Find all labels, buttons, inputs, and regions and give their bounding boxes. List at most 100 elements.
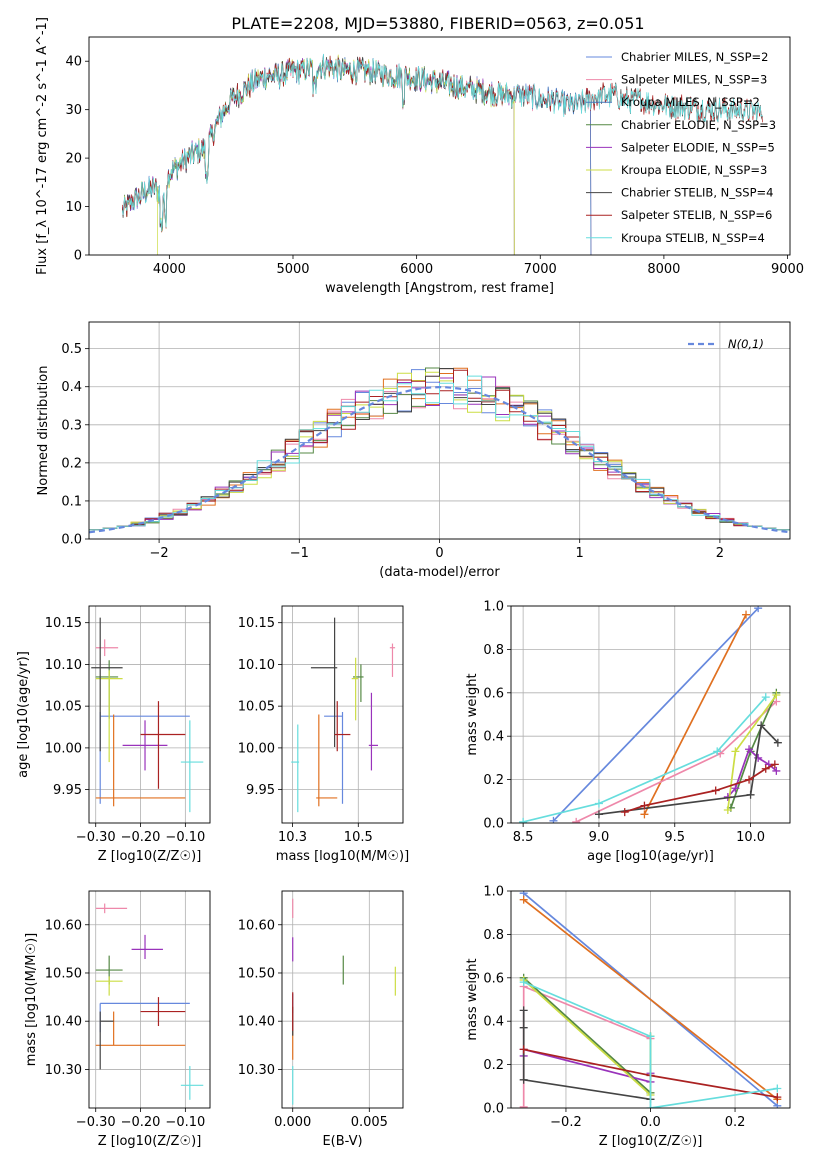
legend-entry: Kroupa ELODIE, N_SSP=3 — [621, 163, 767, 177]
weight-marker — [594, 799, 603, 808]
weight-series-line — [552, 607, 759, 822]
y-tick-label: 0.2 — [61, 456, 82, 471]
errorbar-point — [316, 714, 338, 807]
legend-entry: N(0,1) — [728, 337, 764, 351]
axes-frame — [88, 890, 211, 1109]
y-tick-label: 0.4 — [483, 1015, 504, 1030]
errorbar-point — [351, 657, 359, 721]
y-tick-label: 10.10 — [238, 658, 275, 673]
errorbar-point — [95, 714, 186, 807]
y-tick-label: 10.50 — [45, 966, 82, 981]
plot-area — [291, 617, 396, 813]
y-tick-label: 10.00 — [238, 741, 275, 756]
x-tick-label: 5000 — [276, 262, 309, 277]
errorbar-point — [95, 639, 119, 657]
plot-area — [122, 53, 763, 255]
y-tick-label: 10.60 — [45, 918, 82, 933]
legend-entry: Chabrier MILES, N_SSP=2 — [621, 50, 768, 64]
plot-area — [89, 367, 790, 539]
errorbar-point — [99, 1011, 114, 1070]
weight-marker — [519, 895, 528, 904]
weight-marker — [646, 1104, 655, 1108]
x-tick-label: −0.30 — [76, 830, 116, 845]
x-tick-label: 0.000 — [274, 1115, 311, 1130]
x-tick-label: −2 — [150, 546, 169, 561]
weight-marker — [770, 760, 779, 769]
errorbar-point — [91, 617, 123, 752]
panel-spectrum: 4000 5000 6000 7000 8000 9000 0 10 20 30 40 wavelen… — [35, 17, 804, 296]
y-tick-label: 0.5 — [61, 342, 82, 357]
x-tick-label: 9000 — [771, 262, 804, 277]
y-tick-label: 0.6 — [483, 686, 504, 701]
y-tick-label: 9.95 — [53, 783, 82, 798]
weight-marker — [646, 1032, 655, 1041]
y-tick-label: 10.05 — [45, 700, 82, 715]
panel-residuals: −2 −1 0 1 2 0.0 0.1 0.2 0.3 0.4 0.5 (data-model)/er… — [36, 321, 791, 580]
panel-mass-vs-Z: −0.30 −0.20 −0.10 10.30 10.40 10.50 10.60 Z [lo… — [24, 890, 211, 1149]
spectrum-series-line — [122, 54, 592, 255]
y-tick-label: 0.0 — [483, 817, 504, 832]
x-tick-label: 0.005 — [351, 1115, 388, 1130]
axes-frame — [510, 890, 791, 1109]
y-tick-label: 10.40 — [45, 1015, 82, 1030]
errorbar-point — [334, 701, 351, 752]
panel-weight-vs-age: 8.5 9.0 9.5 10.0 0.0 0.2 0.4 0.6 0.8 1.0 age [log1… — [465, 600, 791, 864]
weight-series-line — [523, 977, 652, 1095]
y-tick-label: 0.2 — [483, 773, 504, 788]
y-tick-label: 0.4 — [61, 380, 82, 395]
x-tick-label: 4000 — [153, 262, 186, 277]
y-tick-label: 0.6 — [483, 971, 504, 986]
x-axis-label: wavelength [Angstrom, rest frame] — [325, 281, 554, 296]
errorbar-point — [95, 660, 119, 719]
weight-series-line — [522, 696, 767, 823]
errorbar-point — [95, 1011, 186, 1046]
y-axis-label: mass weight — [465, 958, 480, 1040]
y-axis-label: mass weight — [465, 673, 480, 755]
weight-series-line — [727, 747, 777, 798]
weight-marker — [723, 805, 732, 814]
x-tick-label: 0.2 — [725, 1115, 746, 1130]
y-tick-label: 0.0 — [483, 1102, 504, 1117]
x-axis-label: Z [log10(Z/Z☉)] — [98, 1134, 202, 1149]
x-tick-label: 9.5 — [664, 830, 685, 845]
y-tick-label: 0.0 — [61, 533, 82, 548]
y-tick-label: 10.00 — [45, 741, 82, 756]
weight-marker — [711, 786, 720, 795]
legend-entry: Kroupa MILES, N_SSP=2 — [621, 95, 760, 109]
x-tick-label: −0.30 — [76, 1115, 116, 1130]
y-tick-label: 10.50 — [238, 966, 275, 981]
weight-marker — [742, 610, 751, 619]
spectrum-series-line — [122, 56, 592, 255]
x-axis-label: mass [log10(M/M☉)] — [276, 849, 409, 864]
axes-frame — [510, 605, 791, 824]
legend-entry: Salpeter ELODIE, N_SSP=5 — [621, 140, 775, 154]
y-tick-label: 10.10 — [45, 658, 82, 673]
y-tick-label: 10.15 — [45, 616, 82, 631]
y-tick-label: 10.15 — [238, 616, 275, 631]
panel-age-vs-mass: 10.3 10.5 9.95 10.00 10.05 10.10 10.15 mass [lo… — [238, 605, 409, 864]
plot-area — [519, 891, 782, 1108]
weight-marker — [519, 978, 528, 987]
x-tick-label: 0 — [435, 546, 443, 561]
errorbar-point — [180, 720, 204, 813]
weight-marker — [519, 1045, 528, 1054]
weight-marker — [757, 721, 766, 730]
y-tick-label: 0.2 — [483, 1058, 504, 1073]
weight-marker — [761, 764, 770, 773]
weight-marker — [640, 801, 649, 810]
y-axis-label: Normed distribution — [36, 366, 51, 496]
legend-entry: Chabrier STELIB, N_SSP=4 — [621, 186, 773, 200]
x-tick-label: 2 — [716, 546, 724, 561]
weight-marker — [773, 738, 782, 747]
x-tick-label: 10.5 — [344, 830, 373, 845]
errorbar-point — [95, 903, 128, 914]
x-tick-label: −0.10 — [165, 830, 205, 845]
y-tick-label: 0.8 — [483, 643, 504, 658]
errorbar-point — [122, 720, 168, 771]
errorbar-point — [353, 664, 364, 702]
y-tick-label: 1.0 — [483, 600, 504, 615]
weight-marker — [519, 1102, 528, 1108]
weight-marker — [731, 747, 740, 756]
weight-marker — [772, 766, 781, 775]
